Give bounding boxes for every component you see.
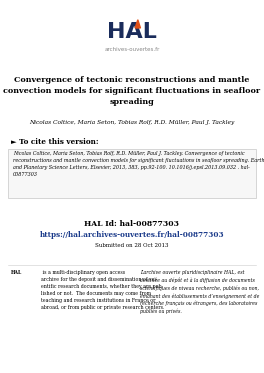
- Text: HAL Id: hal-00877303: HAL Id: hal-00877303: [84, 220, 180, 228]
- Text: L’archive ouverte pluridisciplinaire HAL, est
destinée au dépôt et à la diffusio: L’archive ouverte pluridisciplinaire HAL…: [140, 270, 259, 314]
- Text: is a multi-disciplinary open access
archive for the deposit and dissemination of: is a multi-disciplinary open access arch…: [41, 270, 164, 310]
- Text: Nicolas Coltice, Maria Seton, Tobias Rolf, R.D. Müller, Paul J. Tackley. Converg: Nicolas Coltice, Maria Seton, Tobias Rol…: [13, 151, 264, 177]
- Text: https://hal.archives-ouvertes.fr/hal-00877303: https://hal.archives-ouvertes.fr/hal-008…: [40, 231, 224, 239]
- Text: HAL: HAL: [11, 270, 22, 275]
- Text: HAL: HAL: [107, 22, 157, 42]
- Text: Nicolas Coltice, Maria Seton, Tobias Rolf, R.D. Müller, Paul J. Tackley: Nicolas Coltice, Maria Seton, Tobias Rol…: [29, 120, 235, 125]
- Text: Submitted on 28 Oct 2013: Submitted on 28 Oct 2013: [95, 243, 169, 248]
- Text: ► To cite this version:: ► To cite this version:: [11, 138, 98, 147]
- Polygon shape: [135, 20, 140, 28]
- Text: archives-ouvertes.fr: archives-ouvertes.fr: [104, 47, 160, 52]
- Text: Convergence of tectonic reconstructions and mantle
convection models for signifi: Convergence of tectonic reconstructions …: [3, 76, 261, 106]
- Bar: [8, 149, 256, 198]
